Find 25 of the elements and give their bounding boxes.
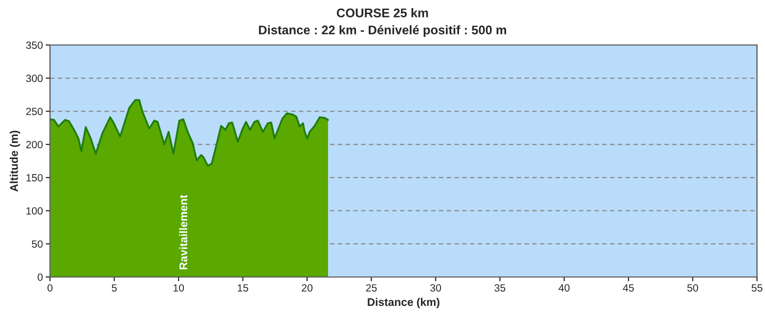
y-tick-label: 300 — [26, 74, 43, 82]
annotation: Ravitaillement — [179, 194, 188, 270]
y-tick-label: 350 — [26, 42, 43, 49]
y-axis-title: Altitude (m) — [10, 130, 20, 192]
x-tick-label: 10 — [174, 284, 184, 292]
x-tick-label: 0 — [48, 284, 52, 292]
x-tick-label: 55 — [752, 284, 762, 292]
x-tick-label: 30 — [430, 284, 442, 292]
x-axis-title: Distance (km) — [368, 298, 440, 308]
x-tick-label: 25 — [366, 284, 377, 292]
y-tick-label: 200 — [26, 140, 43, 148]
x-tick-label: 15 — [238, 284, 248, 292]
chart-title: COURSE 25 km — [336, 8, 428, 18]
y-tick-label: 100 — [26, 207, 43, 215]
x-tick-label: 45 — [622, 284, 634, 292]
x-tick-label: 50 — [687, 284, 698, 292]
x-tick-label: 5 — [112, 284, 117, 292]
x-tick-label: 20 — [302, 284, 312, 292]
y-tick-label: 150 — [26, 174, 43, 182]
y-tick-label: 250 — [26, 108, 43, 116]
y-tick-label: 0 — [38, 274, 43, 281]
chart-subtitle: Distance : 22 km - Dénivelé positif : 500 m — [258, 25, 506, 37]
y-tick-label: 50 — [32, 240, 43, 248]
x-tick-label: 35 — [494, 284, 506, 292]
x-tick-label: 40 — [558, 284, 570, 292]
